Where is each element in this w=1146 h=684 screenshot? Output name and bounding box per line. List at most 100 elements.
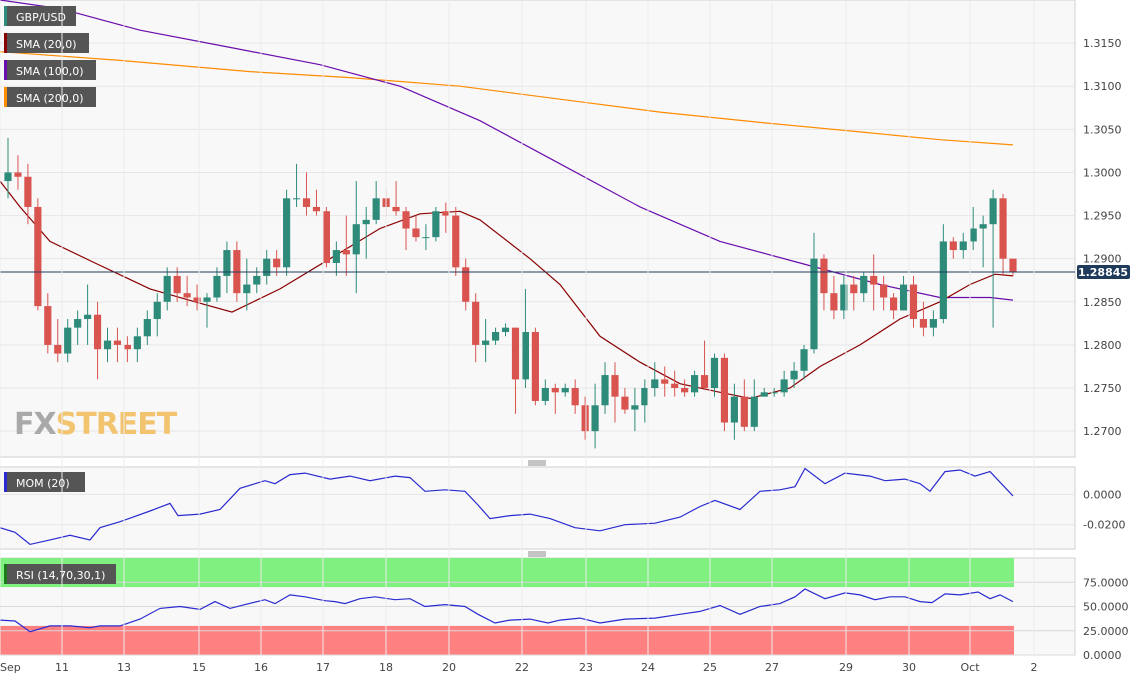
panel-resize-handle-1[interactable] [528, 460, 546, 466]
candle[interactable] [730, 383, 738, 440]
legend-item[interactable]: SMA (100,0) [4, 60, 96, 80]
candle[interactable] [501, 323, 510, 337]
candle[interactable] [591, 383, 599, 449]
candle[interactable] [611, 362, 619, 423]
legend-item[interactable]: SMA (20,0) [4, 33, 89, 53]
candle[interactable] [54, 319, 62, 363]
candle[interactable] [263, 250, 271, 285]
candle[interactable] [909, 275, 918, 328]
candle[interactable] [571, 379, 579, 414]
candle[interactable] [44, 293, 52, 354]
candle[interactable] [810, 232, 818, 354]
candle[interactable] [601, 362, 609, 414]
candle[interactable] [223, 241, 231, 294]
candle[interactable] [442, 202, 450, 233]
candle[interactable] [999, 194, 1007, 276]
candle[interactable] [332, 241, 340, 276]
candle[interactable] [671, 370, 679, 397]
candlestick-series[interactable] [4, 137, 1017, 449]
candle[interactable] [511, 327, 520, 414]
candle[interactable] [1009, 258, 1017, 276]
momentum-panel[interactable]: 0.0000 -0.0200 MOM (20) [0, 466, 1125, 550]
candle[interactable] [342, 215, 350, 276]
candle[interactable] [14, 155, 22, 190]
candle[interactable] [870, 254, 878, 311]
candle[interactable] [64, 319, 72, 363]
candle[interactable] [472, 293, 480, 363]
candle[interactable] [312, 189, 321, 216]
candle[interactable] [133, 327, 141, 363]
candle[interactable] [422, 224, 430, 251]
candle[interactable] [989, 189, 997, 328]
legend-item[interactable]: SMA (200,0) [4, 87, 96, 107]
candle[interactable] [939, 224, 947, 324]
candle[interactable] [4, 137, 12, 199]
candle[interactable] [123, 336, 131, 363]
candle[interactable] [93, 301, 102, 380]
candle[interactable] [322, 206, 330, 268]
candle[interactable] [621, 388, 629, 414]
legend[interactable]: GBP/USD SMA (20,0) SMA (100,0) SMA (200,0) [4, 6, 96, 107]
candle[interactable] [24, 163, 32, 225]
candle[interactable] [213, 267, 221, 302]
candle[interactable] [860, 271, 868, 302]
candle[interactable] [561, 383, 569, 397]
candle[interactable] [412, 215, 420, 242]
candle[interactable] [740, 379, 748, 432]
candle[interactable] [173, 267, 181, 302]
candle[interactable] [143, 310, 151, 345]
candle[interactable] [372, 181, 380, 225]
candle[interactable] [203, 293, 211, 328]
candle[interactable] [720, 353, 729, 432]
candle[interactable] [800, 344, 808, 380]
candle[interactable] [551, 383, 559, 414]
candle[interactable] [452, 206, 460, 276]
candle[interactable] [780, 370, 788, 397]
candle[interactable] [700, 340, 709, 389]
candle[interactable] [959, 232, 967, 259]
candle[interactable] [283, 189, 291, 276]
candle[interactable] [491, 327, 500, 345]
candle[interactable] [840, 275, 848, 320]
candle[interactable] [352, 181, 360, 294]
rsi-panel[interactable]: 75.0000 50.0000 25.0000 0.0000 RSI (14,70,3… [0, 557, 1129, 662]
candle[interactable] [770, 388, 778, 397]
candle[interactable] [392, 181, 400, 216]
candle[interactable] [243, 258, 251, 311]
candle[interactable] [651, 362, 659, 397]
candle[interactable] [432, 206, 440, 242]
candle[interactable] [681, 379, 689, 397]
candle[interactable] [631, 388, 639, 432]
candle[interactable] [531, 327, 539, 406]
legend-item[interactable]: GBP/USD [4, 6, 76, 26]
candle[interactable] [541, 379, 549, 406]
candle[interactable] [710, 353, 719, 397]
candle[interactable] [402, 206, 410, 251]
candle[interactable] [969, 206, 977, 251]
candle[interactable] [850, 275, 858, 311]
candle[interactable] [153, 293, 161, 337]
candle[interactable] [899, 275, 908, 311]
candle[interactable] [183, 275, 191, 307]
candle[interactable] [979, 215, 987, 268]
candle[interactable] [292, 163, 301, 207]
panel-resize-handle-2[interactable] [528, 551, 546, 557]
candle[interactable] [34, 198, 42, 311]
candle[interactable] [163, 267, 171, 311]
candle[interactable] [890, 293, 898, 320]
candle[interactable] [84, 284, 92, 345]
candle[interactable] [521, 288, 530, 389]
candle[interactable] [949, 237, 957, 259]
candle[interactable] [103, 327, 112, 363]
candle[interactable] [581, 396, 589, 440]
mom-legend[interactable]: MOM (20) [4, 472, 85, 492]
candle[interactable] [462, 258, 470, 311]
candle[interactable] [482, 319, 490, 363]
candle[interactable] [790, 362, 798, 389]
candle[interactable] [760, 388, 768, 397]
candle[interactable] [919, 301, 928, 337]
price-panel[interactable]: 1.2700 1.2750 1.2800 1.2850 1.2900 1.2950 1.30… [0, 0, 1130, 458]
candle[interactable] [302, 172, 311, 216]
candle[interactable] [74, 310, 82, 345]
candle[interactable] [750, 379, 758, 432]
